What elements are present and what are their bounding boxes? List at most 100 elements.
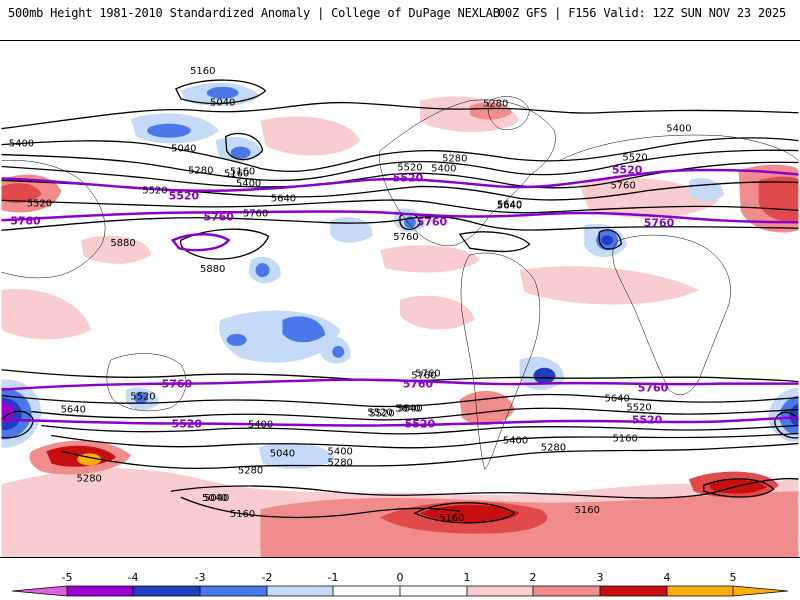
contour-label: 5160: [230, 509, 255, 520]
anomaly-positive-region: [380, 245, 480, 273]
colorbar-segment-neg4: [67, 586, 133, 596]
contour-label: 5280: [483, 99, 508, 110]
colorbar-tick-label: -2: [262, 571, 273, 584]
contour-label: 5640: [497, 200, 522, 211]
height-contour: [1, 199, 799, 214]
anomaly-positive-region: [81, 235, 151, 264]
colorbar-tick-label: 5: [730, 571, 737, 584]
contour-label: 5040: [202, 493, 227, 504]
key-contour-label: 5760: [638, 382, 669, 395]
colorbar-fill: [12, 586, 788, 596]
contour-label: 5760: [610, 180, 635, 191]
contour-label: 5280: [442, 154, 467, 165]
colorbar-segment-neg1: [267, 586, 333, 596]
anomaly-positive-region: [260, 116, 361, 156]
contour-label: 5760: [411, 371, 436, 382]
contour-label: 5640: [397, 404, 422, 415]
height-contour: [1, 137, 799, 173]
contour-label: 5520: [397, 162, 422, 173]
colorbar-segment-neg3: [133, 586, 200, 596]
contour-label: 5280: [77, 473, 102, 484]
colorbar-tick-label: 3: [597, 571, 604, 584]
key-contour-5760: [1, 210, 799, 224]
colorbar-tick-label: 4: [664, 571, 671, 584]
colorbar-tick-label: -1: [328, 571, 339, 584]
contour-label: 5280: [188, 165, 213, 176]
coastline-north-america: [379, 99, 556, 247]
contour-label: 5640: [271, 193, 296, 204]
colorbar-segment-neg5: [12, 586, 67, 596]
height-contour: [51, 432, 799, 449]
height-contour: [31, 407, 799, 421]
height-contour: [1, 149, 799, 182]
anomaly-negative-region: [206, 86, 239, 99]
key-contour-5760: [170, 233, 231, 252]
contour-label: 5400: [9, 139, 34, 150]
contour-label: 5040: [204, 493, 229, 504]
contour-label: 5400: [431, 163, 456, 174]
colorbar-tick-label: 0: [397, 571, 404, 584]
height-contour: [180, 228, 270, 260]
contour-label: 5520: [369, 409, 394, 420]
contour-label: 5760: [415, 369, 440, 380]
contour-label: 5520: [142, 185, 167, 196]
coastline-greenland: [487, 96, 530, 130]
contour-label: 5160: [224, 168, 249, 179]
coastline-africa: [612, 234, 731, 396]
contour-label: 5400: [328, 446, 353, 457]
contour-label: 5760: [393, 232, 418, 243]
contour-label: 5040: [171, 144, 196, 155]
contour-labels-black: 5160 5040 5040 5160 5280 5400 5400 5520 …: [9, 66, 692, 524]
contour-label: 5160: [230, 166, 255, 177]
height-contour: [598, 229, 622, 250]
contour-label: 5040: [210, 98, 235, 109]
key-contour-label: 5520: [169, 189, 200, 202]
colorbar-segment-neg2: [200, 586, 267, 596]
colorbar: -5 -4 -3 -2 -1 0 1 2 3 4 5: [11, 571, 789, 597]
contour-label: 5640: [604, 394, 629, 405]
coastline-south-america: [460, 252, 541, 470]
colorbar-segment-pos3: [600, 586, 667, 596]
contour-label: 5160: [612, 433, 637, 444]
contour-label: 5520: [130, 392, 155, 403]
key-contour-label: 5760: [162, 378, 193, 391]
anomaly-negative-region: [282, 316, 326, 343]
contour-label: 5520: [27, 198, 52, 209]
key-contour-label: 5520: [612, 163, 643, 176]
colorbar-segment-pos4: [667, 586, 733, 596]
colorbar-tick-label: -3: [195, 571, 206, 584]
contour-label: 5640: [497, 199, 522, 210]
key-contour-label: 5760: [203, 210, 234, 223]
anomaly-positive-region: [469, 102, 512, 120]
anomaly-map: 5160 5040 5040 5160 5280 5400 5400 5520 …: [0, 40, 800, 558]
colorbar-tick-label: 2: [530, 571, 537, 584]
height-contour: [174, 79, 267, 105]
contour-label: 5040: [270, 448, 295, 459]
colorbar-tick-labels: -5 -4 -3 -2 -1 0 1 2 3 4 5: [62, 571, 737, 584]
contour-label: 5520: [367, 408, 392, 419]
contour-label: 5520: [622, 153, 647, 164]
key-contour-label: 5520: [172, 418, 203, 431]
contour-label: 5400: [236, 178, 261, 189]
key-contour-label: 5520: [393, 171, 424, 184]
key-contour-label: 5760: [10, 214, 41, 227]
coastline-australia: [106, 353, 187, 412]
contour-label: 5280: [238, 465, 263, 476]
key-contour-label: 5760: [417, 215, 448, 228]
height-contour: [224, 132, 264, 161]
chart-title: 500mb Height 1981-2010 Standardized Anom…: [8, 6, 500, 20]
height-contour: [1, 393, 799, 408]
contour-label: 5400: [503, 435, 528, 446]
key-contours: [1, 168, 799, 427]
key-contour-label: 5520: [632, 414, 663, 427]
height-contour: [170, 477, 799, 499]
height-contour: [703, 478, 775, 498]
colorbar-tick-label: -4: [128, 571, 139, 584]
contour-label: 5280: [328, 457, 353, 468]
colorbar-segment-zero-neg: [333, 586, 400, 596]
contour-label: 5640: [395, 404, 420, 415]
anomaly-positive-region: [1, 289, 92, 340]
colorbar-segment-pos1: [467, 586, 533, 596]
colorbar-ticks: [66, 586, 734, 596]
colorbar-segment-pos5: [733, 586, 788, 596]
